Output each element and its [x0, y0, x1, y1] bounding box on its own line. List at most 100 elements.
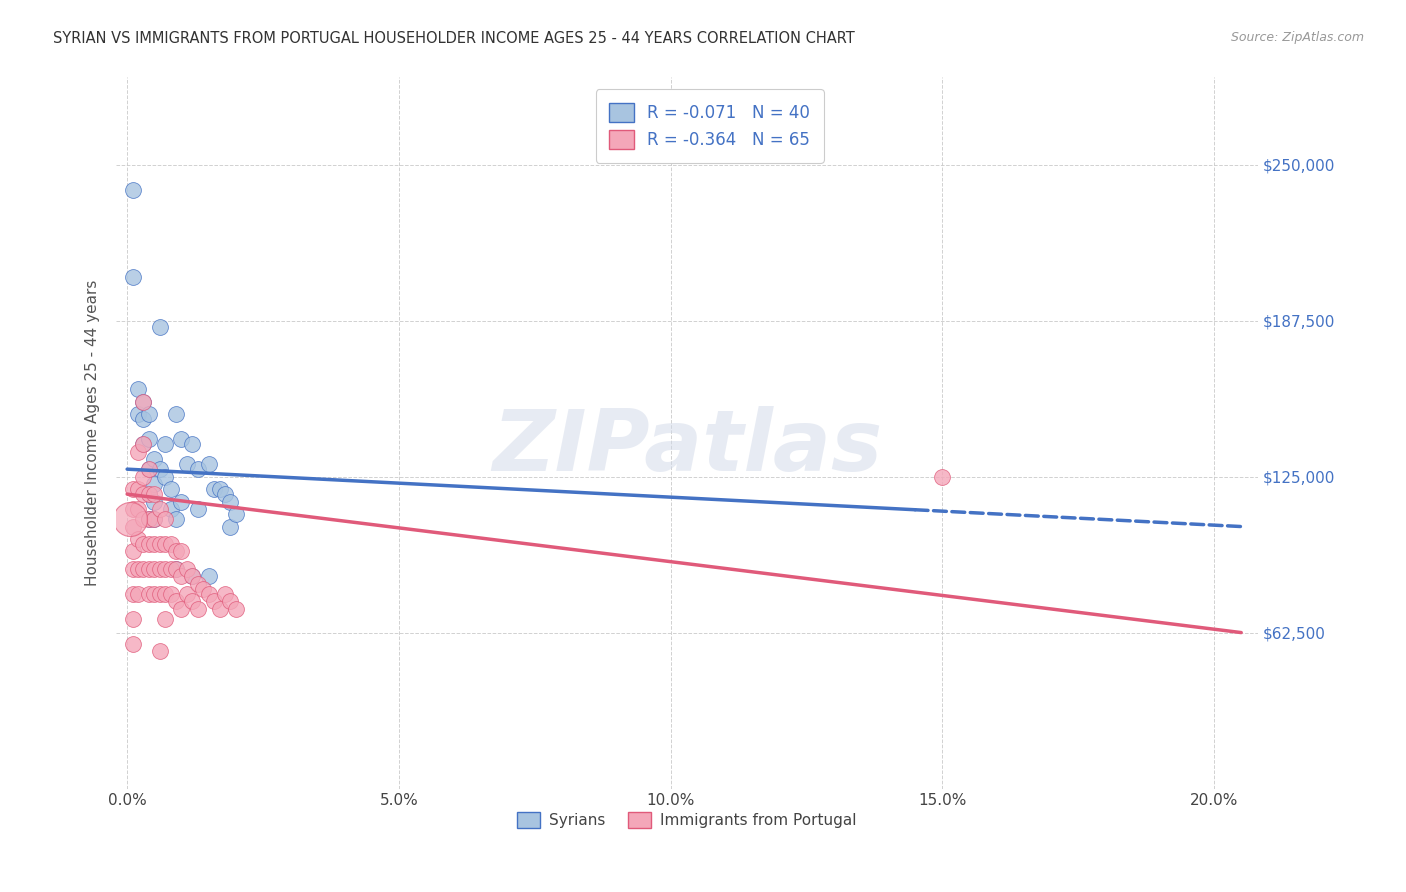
Point: [138, 432, 160, 446]
Point: [219, 494, 242, 508]
Point: [153, 587, 176, 601]
Point: [159, 537, 181, 551]
Point: [187, 577, 209, 591]
Point: [127, 532, 149, 546]
Point: [153, 437, 176, 451]
Point: [149, 320, 172, 334]
Point: [127, 444, 149, 458]
Point: [132, 437, 155, 451]
Point: [159, 482, 181, 496]
Point: [149, 462, 172, 476]
Point: [138, 512, 160, 526]
Point: [138, 562, 160, 576]
Point: [132, 562, 155, 576]
Point: [214, 487, 236, 501]
Point: [127, 587, 149, 601]
Point: [202, 482, 225, 496]
Legend: Syrians, Immigrants from Portugal: Syrians, Immigrants from Portugal: [510, 806, 863, 834]
Point: [165, 407, 187, 421]
Text: SYRIAN VS IMMIGRANTS FROM PORTUGAL HOUSEHOLDER INCOME AGES 25 - 44 YEARS CORRELA: SYRIAN VS IMMIGRANTS FROM PORTUGAL HOUSE…: [53, 31, 855, 46]
Point: [165, 512, 187, 526]
Point: [143, 487, 166, 501]
Point: [138, 462, 160, 476]
Point: [197, 569, 219, 583]
Point: [170, 602, 193, 616]
Point: [143, 477, 166, 491]
Point: [149, 502, 172, 516]
Point: [132, 394, 155, 409]
Text: Source: ZipAtlas.com: Source: ZipAtlas.com: [1230, 31, 1364, 45]
Point: [138, 407, 160, 421]
Point: [197, 587, 219, 601]
Point: [219, 519, 242, 533]
Point: [159, 587, 181, 601]
Point: [170, 569, 193, 583]
Y-axis label: Householder Income Ages 25 - 44 years: Householder Income Ages 25 - 44 years: [86, 280, 100, 586]
Point: [931, 469, 953, 483]
Point: [165, 562, 187, 576]
Point: [138, 487, 160, 501]
Point: [132, 487, 155, 501]
Point: [170, 432, 193, 446]
Point: [187, 602, 209, 616]
Point: [153, 469, 176, 483]
Point: [127, 562, 149, 576]
Point: [197, 457, 219, 471]
Point: [181, 594, 204, 608]
Point: [149, 644, 172, 658]
Point: [132, 469, 155, 483]
Point: [138, 587, 160, 601]
Point: [121, 612, 143, 626]
Point: [138, 537, 160, 551]
Point: [181, 437, 204, 451]
Point: [132, 437, 155, 451]
Point: [219, 594, 242, 608]
Point: [159, 562, 181, 576]
Point: [121, 519, 143, 533]
Point: [202, 594, 225, 608]
Point: [132, 412, 155, 426]
Point: [187, 502, 209, 516]
Point: [208, 482, 231, 496]
Point: [143, 512, 166, 526]
Point: [193, 582, 215, 596]
Point: [121, 183, 143, 197]
Point: [149, 562, 172, 576]
Point: [165, 594, 187, 608]
Point: [121, 270, 143, 285]
Point: [121, 587, 143, 601]
Text: ZIPatlas: ZIPatlas: [492, 406, 882, 489]
Point: [225, 602, 247, 616]
Point: [143, 494, 166, 508]
Point: [143, 587, 166, 601]
Point: [170, 494, 193, 508]
Point: [153, 512, 176, 526]
Point: [159, 502, 181, 516]
Point: [138, 512, 160, 526]
Point: [149, 587, 172, 601]
Point: [181, 569, 204, 583]
Point: [153, 537, 176, 551]
Point: [127, 407, 149, 421]
Point: [187, 462, 209, 476]
Point: [170, 544, 193, 558]
Point: [181, 569, 204, 583]
Point: [138, 462, 160, 476]
Point: [176, 457, 198, 471]
Point: [214, 587, 236, 601]
Point: [143, 452, 166, 467]
Point: [143, 512, 166, 526]
Point: [121, 502, 143, 516]
Point: [176, 562, 198, 576]
Point: [121, 637, 143, 651]
Point: [165, 544, 187, 558]
Point: [225, 507, 247, 521]
Point: [132, 512, 155, 526]
Point: [121, 562, 143, 576]
Point: [121, 544, 143, 558]
Point: [127, 382, 149, 396]
Point: [208, 602, 231, 616]
Point: [149, 537, 172, 551]
Point: [176, 587, 198, 601]
Point: [153, 612, 176, 626]
